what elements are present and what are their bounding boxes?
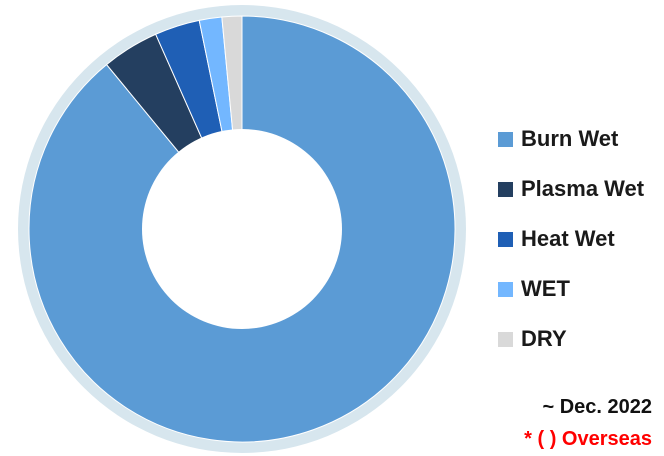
legend-swatch [498,181,513,197]
date-note: ~ Dec. 2022 [542,396,652,418]
legend-swatch [498,281,513,297]
legend-label: WET [521,276,570,301]
donut-hole [142,129,342,329]
legend-item-wet: WET [498,264,644,314]
legend-item-burn-wet: Burn Wet [498,114,644,164]
donut-chart [18,5,466,453]
legend-label: Heat Wet [521,226,615,251]
legend-item-dry: DRY [498,314,644,364]
legend-swatch [498,331,513,347]
legend-item-heat-wet: Heat Wet [498,214,644,264]
legend-label: Plasma Wet [521,176,645,201]
overseas-note: * ( ) Overseas [524,428,652,450]
legend-swatch [498,131,513,147]
legend-label: DRY [521,326,567,351]
legend-item-plasma-wet: Plasma Wet [498,164,644,214]
legend-swatch [498,231,513,247]
legend-label: Burn Wet [521,126,619,151]
chart-legend: Burn Wet Plasma Wet Heat Wet WET DRY [498,114,644,364]
